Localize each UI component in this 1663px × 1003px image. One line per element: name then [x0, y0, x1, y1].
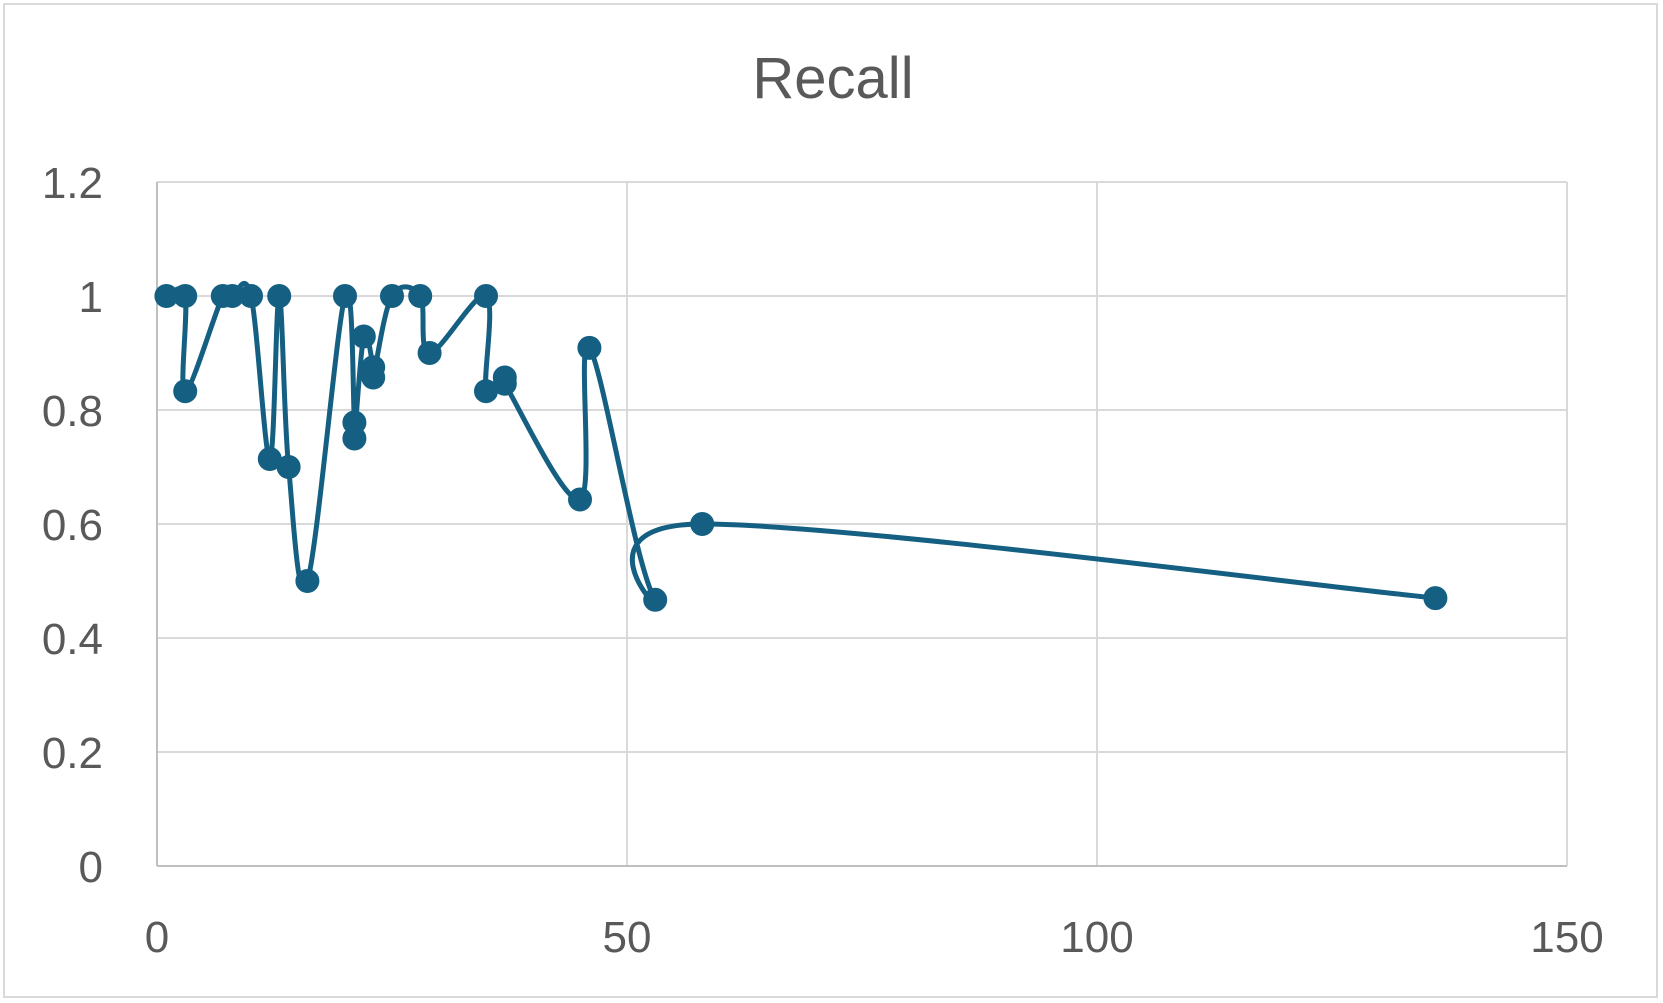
x-axis-tick-labels: 0 50 100 150 — [145, 913, 1604, 962]
y-tick-label: 0 — [79, 843, 103, 892]
y-tick-label: 0.6 — [42, 501, 103, 550]
chart-title: Recall — [752, 46, 913, 111]
data-point — [492, 371, 517, 396]
data-point — [173, 379, 198, 404]
data-point — [276, 455, 301, 479]
y-tick-label: 0.2 — [42, 729, 103, 778]
data-point — [173, 284, 198, 308]
y-tick-label: 1 — [79, 273, 103, 322]
data-point — [568, 487, 592, 512]
data-point — [417, 341, 442, 365]
data-point — [351, 324, 376, 349]
data-point — [267, 284, 292, 308]
y-tick-label: 0.4 — [42, 615, 103, 664]
data-point — [333, 284, 357, 308]
data-point — [408, 284, 433, 308]
chart-frame — [3, 3, 1658, 998]
data-point — [577, 335, 602, 360]
y-axis-tick-labels: 0 0.2 0.4 0.6 0.8 1 1.2 — [42, 159, 103, 892]
data-point — [380, 284, 404, 308]
x-tick-label: 100 — [1060, 913, 1133, 962]
data-point — [643, 587, 668, 612]
data-point — [1423, 586, 1448, 611]
data-point — [295, 569, 320, 593]
x-tick-label: 150 — [1530, 913, 1603, 962]
data-point — [361, 365, 386, 390]
data-point — [474, 284, 498, 308]
data-point — [342, 426, 367, 451]
data-point — [690, 512, 715, 536]
data-point — [239, 284, 263, 308]
x-tick-label: 0 — [145, 913, 169, 962]
data-markers — [154, 284, 1448, 612]
y-tick-label: 0.8 — [42, 387, 103, 436]
gridlines — [157, 181, 1568, 866]
y-tick-label: 1.2 — [42, 159, 103, 208]
x-tick-label: 50 — [603, 913, 652, 962]
